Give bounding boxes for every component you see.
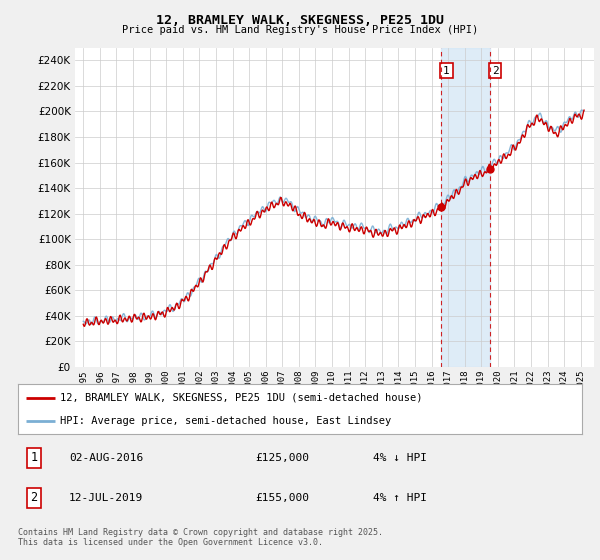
Text: 1: 1 (443, 66, 450, 76)
Text: 02-AUG-2016: 02-AUG-2016 (69, 452, 143, 463)
Text: £155,000: £155,000 (255, 493, 309, 502)
Bar (441, 48, 490, 367)
Text: Price paid vs. HM Land Registry's House Price Index (HPI): Price paid vs. HM Land Registry's House … (122, 25, 478, 35)
Text: £125,000: £125,000 (255, 452, 309, 463)
Text: 12, BRAMLEY WALK, SKEGNESS, PE25 1DU (semi-detached house): 12, BRAMLEY WALK, SKEGNESS, PE25 1DU (se… (60, 393, 423, 403)
Text: Contains HM Land Registry data © Crown copyright and database right 2025.
This d: Contains HM Land Registry data © Crown c… (18, 528, 383, 547)
Text: 2: 2 (492, 66, 499, 76)
Text: 12, BRAMLEY WALK, SKEGNESS, PE25 1DU: 12, BRAMLEY WALK, SKEGNESS, PE25 1DU (156, 14, 444, 27)
Text: 1: 1 (30, 451, 37, 464)
Text: 4% ↓ HPI: 4% ↓ HPI (373, 452, 427, 463)
Text: 4% ↑ HPI: 4% ↑ HPI (373, 493, 427, 502)
Text: HPI: Average price, semi-detached house, East Lindsey: HPI: Average price, semi-detached house,… (60, 417, 392, 426)
Text: 12-JUL-2019: 12-JUL-2019 (69, 493, 143, 502)
Text: 2: 2 (30, 491, 37, 504)
